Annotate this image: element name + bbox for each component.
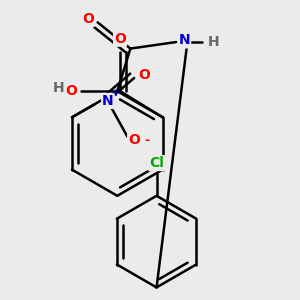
Text: N: N (102, 94, 114, 108)
Text: O: O (138, 68, 150, 82)
Text: H: H (53, 81, 64, 95)
Text: O: O (66, 84, 78, 98)
Text: H: H (208, 35, 220, 49)
Text: O: O (128, 133, 140, 147)
Text: -: - (145, 134, 150, 147)
Text: O: O (114, 32, 126, 46)
Text: N: N (178, 33, 190, 47)
Text: O: O (82, 12, 94, 26)
Text: +: + (112, 88, 120, 98)
Text: Cl: Cl (149, 156, 164, 170)
